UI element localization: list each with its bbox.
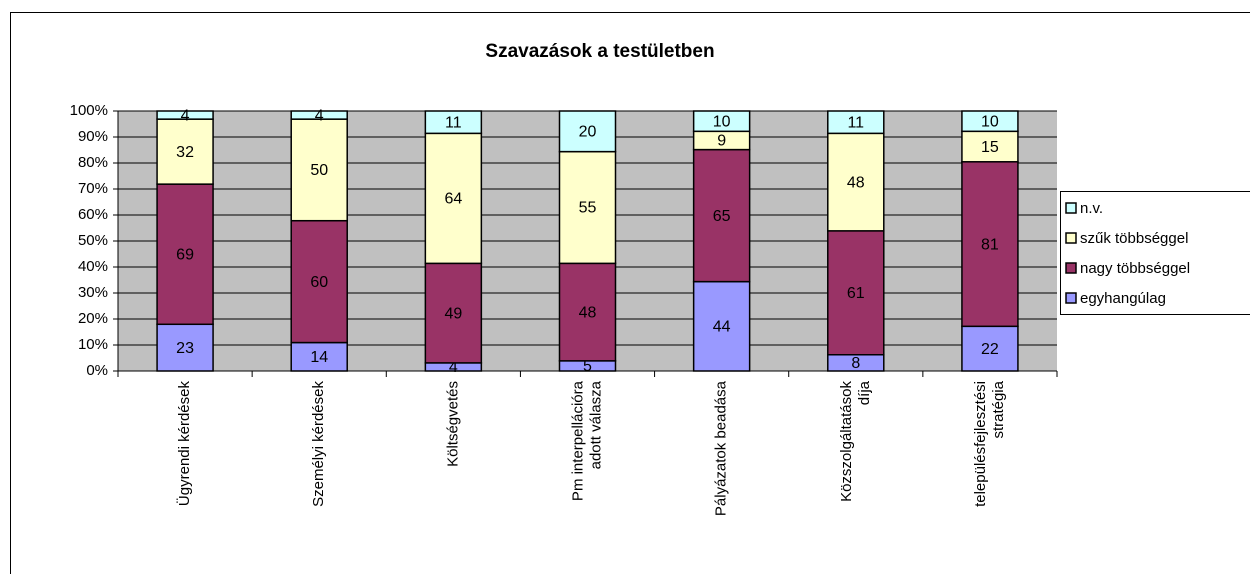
bar-segment [290,341,348,372]
y-tick-label: 40% [78,258,108,275]
x-tick-label: Pályázatok beadása [713,380,730,516]
data-label: 65 [713,208,731,225]
data-label: 48 [847,174,865,191]
data-label: 10 [981,113,999,130]
data-label: 4 [181,107,190,124]
data-label: 23 [176,340,194,357]
data-label: 44 [713,319,731,336]
data-label: 9 [717,133,726,150]
y-tick-label: 100% [70,102,108,119]
data-label: 22 [981,341,999,358]
legend-swatch [1065,232,1077,244]
bar-segment [290,219,348,344]
data-label: 4 [449,359,458,376]
y-tick-label: 20% [78,310,108,327]
legend-box [1060,191,1250,315]
y-tick-label: 0% [86,362,108,379]
data-label: 11 [445,114,462,131]
bar-segment [156,110,214,120]
x-tick-label: Személyi kérdések [310,381,327,507]
y-tick-label: 30% [78,284,108,301]
bar-segment [156,323,214,372]
data-label: 55 [579,200,597,217]
bar-segment [692,110,751,133]
data-label: 11 [847,114,864,131]
legend-swatch [1065,202,1077,214]
data-label: 5 [583,358,592,375]
legend-swatch [1065,292,1077,304]
data-label: 15 [981,139,999,156]
legend-label: nagy többséggel [1080,260,1190,277]
data-label: 8 [851,355,860,372]
bar-segment [424,262,483,364]
y-tick-label: 90% [78,128,108,145]
bar-segment [424,110,483,135]
y-tick-label: 60% [78,206,108,223]
bar-segment [827,230,885,356]
x-tick-label: díja [856,380,873,405]
x-tick-label: stratégia [990,380,1007,438]
data-label: 81 [981,236,999,253]
legend-label: szűk többséggel [1080,230,1188,247]
x-tick-label: településfejlesztési [972,381,989,507]
bar-segment [290,110,348,120]
x-tick-label: Ügyrendi kérdések [175,381,193,507]
y-tick-label: 80% [78,154,108,171]
data-label: 20 [579,124,597,141]
data-label: 14 [310,349,328,366]
bar-segment [692,148,751,283]
bar-segment [156,118,214,185]
data-label: 32 [176,144,194,161]
data-label: 61 [847,285,865,302]
data-label: 48 [579,304,597,321]
bar-segment [961,161,1019,328]
data-label: 60 [310,274,328,291]
bar-segment [827,110,885,135]
legend-label: egyhangúlag [1080,290,1166,307]
y-tick-label: 70% [78,180,108,197]
bar-segment [290,118,348,222]
x-tick-label: adott válasza [587,380,604,469]
x-tick-label: Közszolgáltatások [838,381,855,502]
data-label: 10 [713,113,731,130]
x-tick-label: Költségvetés [444,381,461,467]
chart-title: Szavazások a testületben [485,41,714,62]
bar-segment [558,110,617,153]
legend-label: n.v. [1080,200,1103,217]
bar-segment [961,325,1019,372]
bar-segment [961,110,1019,133]
data-label: 64 [444,191,462,208]
y-tick-label: 50% [78,232,108,249]
data-label: 4 [315,107,324,124]
data-label: 69 [176,246,194,263]
data-label: 50 [310,162,328,179]
y-tick-label: 10% [78,336,108,353]
bar-segment [424,132,483,265]
x-tick-label: Pm interpellációra [569,380,586,501]
legend-swatch [1065,262,1077,274]
data-label: 49 [444,305,462,322]
